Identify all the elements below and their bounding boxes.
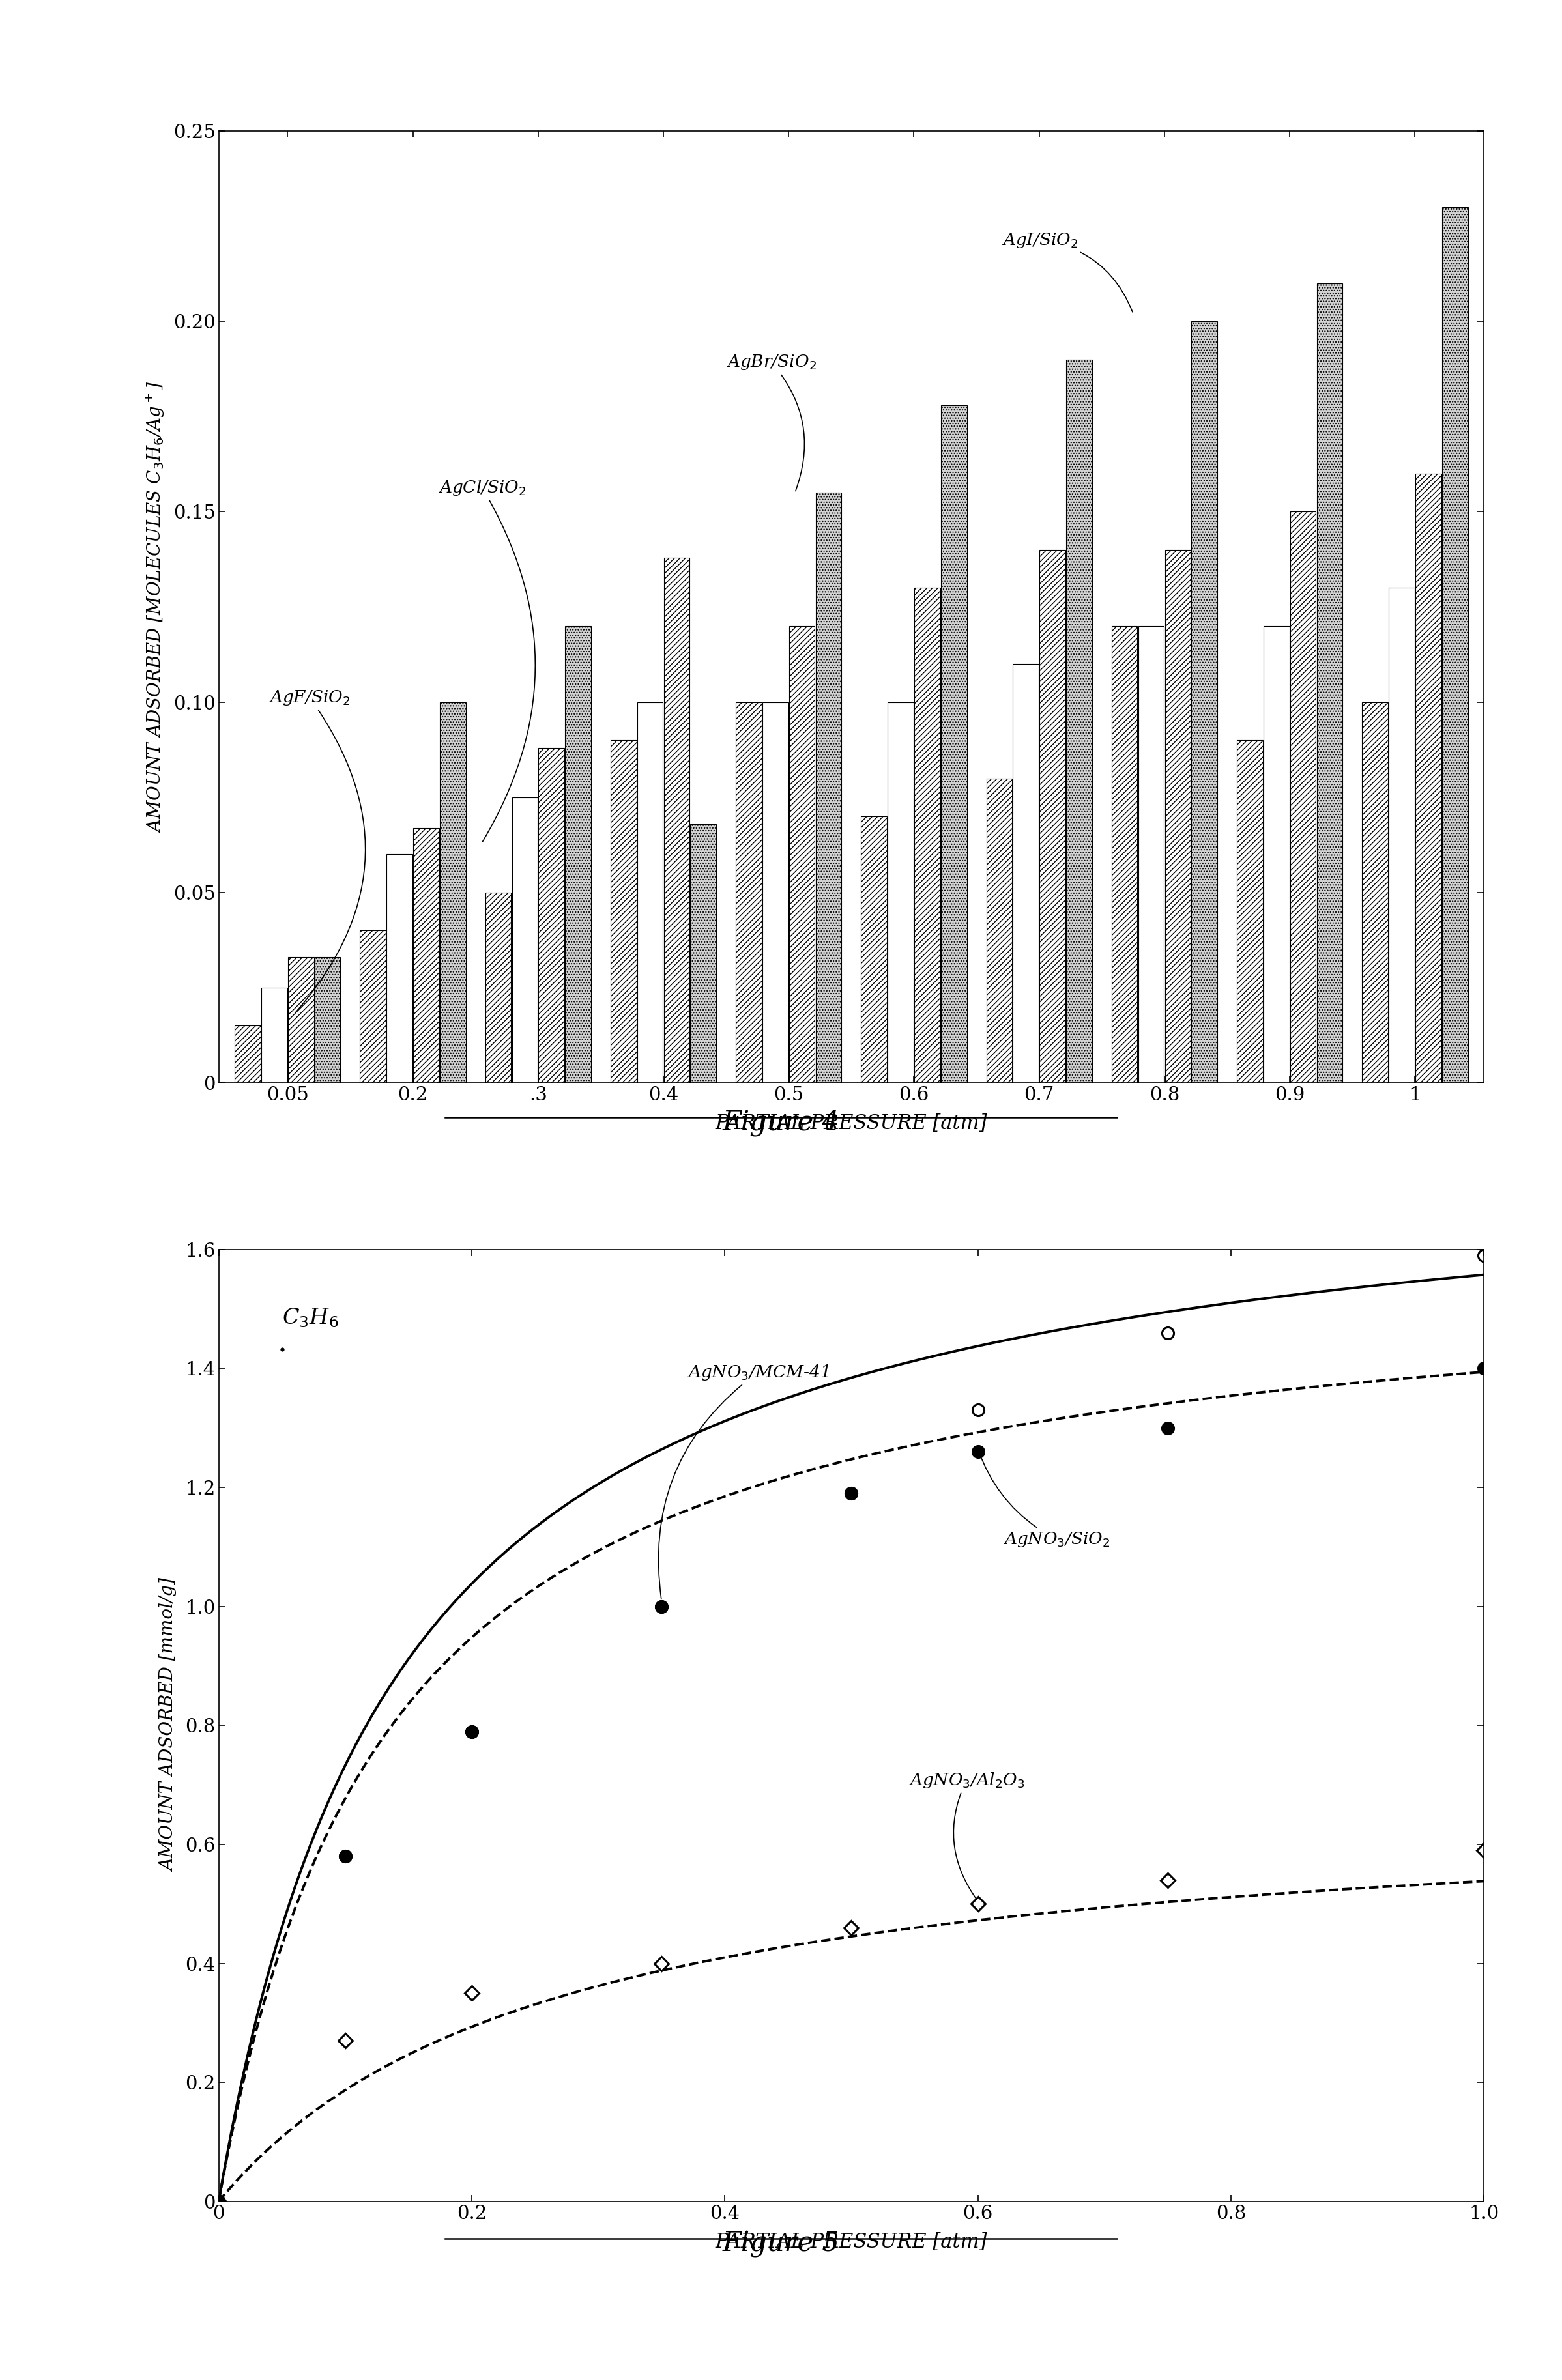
Bar: [986, 778, 1012, 1083]
X-axis label: PARTIAL PRESSURE [atm]: PARTIAL PRESSURE [atm]: [715, 1114, 987, 1133]
Bar: [861, 816, 887, 1083]
Bar: [1165, 550, 1190, 1083]
Text: AgBr/SiO$_2$: AgBr/SiO$_2$: [726, 352, 817, 490]
Bar: [539, 747, 564, 1083]
Bar: [359, 931, 386, 1083]
Text: Figure 5: Figure 5: [722, 2230, 840, 2256]
Text: C$_3$H$_6$: C$_3$H$_6$: [283, 1307, 339, 1328]
Bar: [1139, 626, 1164, 1083]
Bar: [762, 702, 789, 1083]
Bar: [1040, 550, 1065, 1083]
X-axis label: PARTIAL PRESSURE [atm]: PARTIAL PRESSURE [atm]: [715, 2232, 987, 2251]
Text: Figure 4: Figure 4: [722, 1109, 840, 1135]
Bar: [611, 740, 636, 1083]
Y-axis label: AMOUNT ADSORBED [MOLECULES C$_3$H$_6$/Ag$^+$]: AMOUNT ADSORBED [MOLECULES C$_3$H$_6$/Ag…: [144, 381, 166, 833]
Bar: [565, 626, 590, 1083]
Bar: [736, 702, 762, 1083]
Bar: [690, 823, 717, 1083]
Text: AgF/SiO$_2$: AgF/SiO$_2$: [269, 688, 366, 1014]
Bar: [1014, 664, 1039, 1083]
Bar: [637, 702, 662, 1083]
Bar: [1317, 283, 1343, 1083]
Bar: [789, 626, 815, 1083]
Bar: [440, 702, 465, 1083]
Bar: [887, 702, 914, 1083]
Bar: [1067, 359, 1092, 1083]
Bar: [1362, 702, 1389, 1083]
Bar: [1192, 321, 1217, 1083]
Bar: [512, 797, 537, 1083]
Bar: [1415, 474, 1442, 1083]
Bar: [1112, 626, 1137, 1083]
Bar: [914, 588, 940, 1083]
Bar: [414, 828, 439, 1083]
Bar: [486, 892, 511, 1083]
Bar: [1237, 740, 1262, 1083]
Bar: [1442, 207, 1468, 1083]
Bar: [387, 854, 412, 1083]
Bar: [1264, 626, 1289, 1083]
Text: AgNO$_3$/MCM-41: AgNO$_3$/MCM-41: [659, 1364, 829, 1599]
Bar: [664, 557, 689, 1083]
Text: AgNO$_3$/SiO$_2$: AgNO$_3$/SiO$_2$: [978, 1449, 1111, 1549]
Bar: [261, 988, 287, 1083]
Text: AgCl/SiO$_2$: AgCl/SiO$_2$: [437, 478, 536, 843]
Y-axis label: AMOUNT ADSORBED [mmol/g]: AMOUNT ADSORBED [mmol/g]: [161, 1578, 178, 1873]
Bar: [287, 957, 314, 1083]
Bar: [1290, 512, 1315, 1083]
Bar: [940, 405, 967, 1083]
Bar: [1389, 588, 1415, 1083]
Text: AgI/SiO$_2$: AgI/SiO$_2$: [1001, 231, 1132, 312]
Bar: [314, 957, 341, 1083]
Bar: [815, 493, 842, 1083]
Text: AgNO$_3$/Al$_2$O$_3$: AgNO$_3$/Al$_2$O$_3$: [908, 1771, 1025, 1899]
Bar: [234, 1026, 261, 1083]
